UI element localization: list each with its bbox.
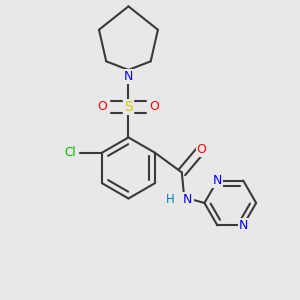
Text: N: N xyxy=(238,219,248,232)
Text: S: S xyxy=(124,100,133,114)
Text: N: N xyxy=(183,193,193,206)
Text: O: O xyxy=(98,100,107,113)
Text: N: N xyxy=(124,70,133,83)
Text: H: H xyxy=(166,193,175,206)
Text: N: N xyxy=(213,174,222,187)
Text: Cl: Cl xyxy=(64,146,76,159)
Text: O: O xyxy=(149,100,159,113)
Text: O: O xyxy=(196,142,206,156)
